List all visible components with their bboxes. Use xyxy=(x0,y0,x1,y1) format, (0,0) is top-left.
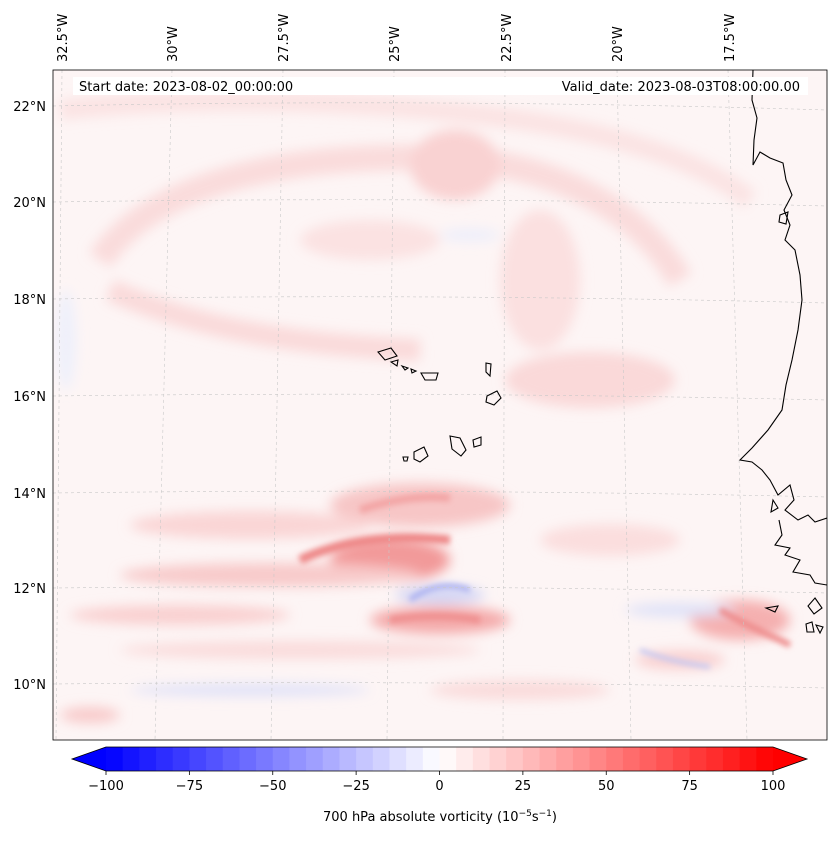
lat-label: 12°N xyxy=(13,582,46,597)
colorbar-tick-label: 100 xyxy=(761,779,786,794)
vorticity-field xyxy=(56,91,792,723)
colorbar-block xyxy=(222,747,240,771)
colorbar: −100 −75 −50 −25 0 25 50 75 100 700 hPa … xyxy=(70,746,809,825)
latitude-labels: 22°N 20°N 18°N 16°N 14°N 12°N 10°N xyxy=(13,100,46,693)
colorbar-block xyxy=(472,747,491,771)
lat-label: 14°N xyxy=(13,487,46,502)
colorbar-block xyxy=(756,747,774,771)
colorbar-block xyxy=(689,747,707,771)
colorbar-block xyxy=(172,747,190,771)
colorbar-tick-label: −25 xyxy=(342,779,369,794)
colorbar-block xyxy=(239,747,257,771)
colorbar-block xyxy=(722,747,741,771)
colorbar-block xyxy=(206,747,224,771)
lon-label: 32.5°W xyxy=(56,14,71,62)
map-panel[interactable]: Start date: 2023-08-02_00:00:00 Valid_da… xyxy=(52,69,828,741)
lat-label: 18°N xyxy=(13,293,46,308)
colorbar-block xyxy=(156,747,174,771)
colorbar-tick-label: −100 xyxy=(88,779,124,794)
map-frame xyxy=(52,69,828,741)
colorbar-blocks xyxy=(106,747,774,771)
lat-label: 10°N xyxy=(13,678,46,693)
colorbar-block xyxy=(406,747,424,771)
gridlines xyxy=(53,70,827,740)
colorbar-block xyxy=(389,747,407,771)
colorbar-block xyxy=(372,747,391,771)
lon-label: 20°W xyxy=(611,26,626,62)
lat-label: 16°N xyxy=(13,390,46,405)
colorbar-tick-label: −75 xyxy=(176,779,203,794)
lon-label: 25°W xyxy=(388,26,403,62)
start-date-label: Start date: 2023-08-02_00:00:00 xyxy=(79,80,293,95)
colorbar-block xyxy=(339,747,357,771)
longitude-labels: 32.5°W 30°W 27.5°W 25°W 22.5°W 20°W 17.5… xyxy=(56,14,738,62)
colorbar-tick-label: 50 xyxy=(598,779,615,794)
lon-label: 17.5°W xyxy=(723,14,738,62)
colorbar-tick-label: −50 xyxy=(259,779,286,794)
colorbar-tick-label: 0 xyxy=(435,779,443,794)
coastlines xyxy=(377,70,827,635)
vorticity-shading-sharp xyxy=(297,493,792,669)
colorbar-block xyxy=(522,747,541,771)
colorbar-ticks xyxy=(105,771,774,775)
vorticity-shading-soft xyxy=(56,91,790,723)
header-bar xyxy=(73,77,808,95)
colorbar-block xyxy=(356,747,374,771)
lon-label: 22.5°W xyxy=(500,14,515,62)
lat-label: 20°N xyxy=(13,196,46,211)
colorbar-block xyxy=(289,747,307,771)
colorbar-tick-label: 75 xyxy=(681,779,698,794)
colorbar-block xyxy=(556,747,574,771)
colorbar-block xyxy=(739,747,757,771)
colorbar-block xyxy=(139,747,157,771)
colorbar-block xyxy=(489,747,507,771)
colorbar-block xyxy=(656,747,674,771)
colorbar-block xyxy=(672,747,691,771)
lon-label: 27.5°W xyxy=(277,14,292,62)
colorbar-block xyxy=(306,747,324,771)
lat-label: 22°N xyxy=(13,100,46,115)
colorbar-block xyxy=(322,747,341,771)
colorbar-block xyxy=(639,747,657,771)
colorbar-block xyxy=(572,747,591,771)
colorbar-tick-label: 25 xyxy=(515,779,532,794)
colorbar-block xyxy=(189,747,207,771)
colorbar-extend-high xyxy=(773,747,807,771)
colorbar-block xyxy=(606,747,624,771)
valid-date-label: Valid_date: 2023-08-03T08:00:00.00 xyxy=(562,80,800,95)
colorbar-block xyxy=(506,747,524,771)
colorbar-block xyxy=(706,747,724,771)
colorbar-block xyxy=(622,747,641,771)
cape-verde-islands xyxy=(377,347,502,463)
colorbar-label: 700 hPa absolute vorticity (10−5s−1) xyxy=(323,809,557,825)
colorbar-extend-low xyxy=(72,747,106,771)
lon-label: 30°W xyxy=(166,26,181,62)
colorbar-block xyxy=(539,747,557,771)
colorbar-block xyxy=(422,747,441,771)
colorbar-block xyxy=(439,747,457,771)
colorbar-block xyxy=(589,747,607,771)
colorbar-block xyxy=(456,747,474,771)
colorbar-tick-labels: −100 −75 −50 −25 0 25 50 75 100 xyxy=(88,779,785,794)
colorbar-block xyxy=(272,747,291,771)
west-africa-coastline xyxy=(738,70,827,523)
colorbar-block xyxy=(256,747,274,771)
colorbar-block xyxy=(106,747,124,771)
colorbar-block xyxy=(122,747,140,771)
